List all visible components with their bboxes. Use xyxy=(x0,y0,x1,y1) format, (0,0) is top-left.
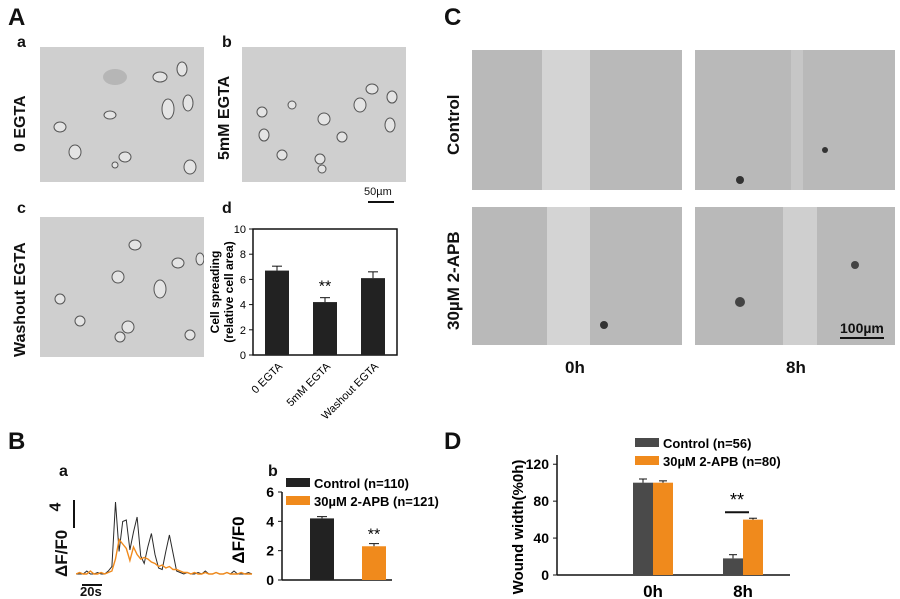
scale-bar-line-a xyxy=(368,201,394,203)
significance-mark: ** xyxy=(319,279,331,296)
y-tick-label: 0 xyxy=(240,350,246,362)
panel-aa-sublabel: a xyxy=(17,34,26,51)
panel-a-label: A xyxy=(8,4,26,31)
panel-c-label: C xyxy=(444,4,462,31)
bar-0-1 xyxy=(653,482,673,575)
y-tick-label: 2 xyxy=(266,543,274,559)
panel-bb-sublabel: b xyxy=(268,463,278,480)
wound-2apb-0h xyxy=(472,207,682,345)
chart-d: 0 40 80 120 0h 8h ** Wound width(%0h) Control (n… xyxy=(510,436,790,599)
y-axis-label: Wound width(%0h) xyxy=(510,460,527,595)
wound-2apb-8h xyxy=(695,207,895,345)
micrograph-0-egta xyxy=(40,47,204,182)
bar-0 xyxy=(310,518,334,580)
wound-control-0h xyxy=(472,50,682,190)
scale-bar-line-c xyxy=(840,337,884,339)
panel-d-label: D xyxy=(444,428,462,455)
bar-2 xyxy=(361,278,385,355)
micrograph-5mm-egta xyxy=(242,47,406,182)
x-tick-label: 0h xyxy=(643,582,663,599)
chart-ba-trace xyxy=(76,501,253,575)
legend-label-1: 30µM 2-APB (n=80) xyxy=(663,454,781,469)
panel-b-label: B xyxy=(8,428,26,455)
wound-drawing-a8 xyxy=(695,207,895,345)
trace-scale-bar-vertical xyxy=(73,500,75,528)
x-tick-label: 8h xyxy=(733,582,753,599)
scale-bar-label-a: 50µm xyxy=(364,186,392,198)
col-label-8h: 8h xyxy=(786,358,806,377)
wound-drawing-c8 xyxy=(695,50,895,190)
trace-scale-value: 4 xyxy=(47,502,65,512)
legend-label-0: Control (n=56) xyxy=(663,436,751,451)
time-scale-bar xyxy=(82,584,102,586)
y-tick-label: 4 xyxy=(266,513,274,529)
bar-1-1 xyxy=(743,519,763,575)
legend-swatch-0 xyxy=(286,478,310,487)
y-tick-label: 6 xyxy=(266,484,274,500)
x-tick-label: 5mM EGTA xyxy=(285,360,334,409)
scale-bar-label-c: 100µm xyxy=(840,320,884,336)
significance-mark: ** xyxy=(368,527,380,544)
bar-0-0 xyxy=(633,482,653,575)
y-tick-label: 8 xyxy=(240,249,246,261)
panel-ba-sublabel: a xyxy=(59,463,68,480)
trace-line-control xyxy=(76,501,253,575)
cells-drawing-c xyxy=(54,239,204,343)
col-label-0h: 0h xyxy=(565,358,585,377)
y-tick-label: 0 xyxy=(266,572,274,588)
y-tick-label: 10 xyxy=(234,224,246,236)
cells-drawing-b xyxy=(256,83,398,174)
cells-drawing-a xyxy=(53,61,197,175)
time-scale-label: 20s xyxy=(80,584,102,599)
row-label-5mm-egta: 5mM EGTA xyxy=(216,75,233,160)
y-tick-label: 40 xyxy=(533,530,549,546)
legend-swatch-1 xyxy=(286,496,310,505)
row-label-0-egta: 0 EGTA xyxy=(12,95,29,152)
micrograph-washout-egta xyxy=(40,217,204,357)
y-axis-label-line2: (relative cell area) xyxy=(222,241,236,342)
bar-0 xyxy=(265,270,289,355)
panel-ac-sublabel: c xyxy=(17,200,26,217)
legend-label-0: Control (n=110) xyxy=(314,476,409,491)
y-tick-label: 120 xyxy=(526,456,550,472)
trace-line-treatment xyxy=(76,537,252,575)
y-tick-label: 80 xyxy=(533,493,549,509)
panel-ab-sublabel: b xyxy=(222,34,232,51)
y-axis-label: ΔF/F0 xyxy=(232,516,248,563)
y-tick-label: 2 xyxy=(240,325,246,337)
bar-1-0 xyxy=(723,558,743,575)
y-axis-label-line1: Cell spreading xyxy=(208,251,222,334)
y-tick-label: 0 xyxy=(541,567,549,583)
bar-1 xyxy=(313,302,337,355)
x-tick-label: 0 EGTA xyxy=(250,360,286,396)
panel-ad-sublabel: d xyxy=(222,200,232,217)
wound-drawing-a0 xyxy=(472,207,682,345)
trace-ylabel: ΔF/F0 xyxy=(52,529,71,577)
legend-swatch-1 xyxy=(635,456,659,465)
legend-swatch-0 xyxy=(635,438,659,447)
legend-label-1: 30µM 2-APB (n=121) xyxy=(314,494,439,509)
y-tick-label: 6 xyxy=(240,274,246,286)
chart-bb: 0 2 4 6 ** ΔF/F0 Control (n=110) 30µM 2-APB (n=… xyxy=(232,476,439,588)
bar-1 xyxy=(362,546,386,580)
significance-mark: ** xyxy=(730,490,744,510)
row-label-control: Control xyxy=(444,94,463,155)
row-label-2apb: 30µM 2-APB xyxy=(444,231,463,330)
row-label-washout-egta: Washout EGTA xyxy=(12,242,29,357)
wound-control-8h xyxy=(695,50,895,190)
y-tick-label: 4 xyxy=(240,300,246,312)
wound-drawing-c0 xyxy=(472,50,682,190)
